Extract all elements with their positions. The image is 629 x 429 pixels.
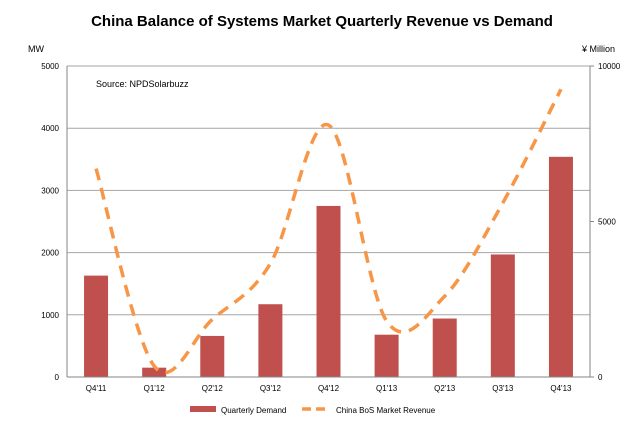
left-axis-label: MW xyxy=(28,44,44,54)
x-tick-label: Q2'13 xyxy=(434,384,456,393)
x-tick-label: Q1'13 xyxy=(376,384,398,393)
bar xyxy=(200,335,225,377)
x-tick-label: Q4'11 xyxy=(86,384,107,393)
left-tick-label: 0 xyxy=(55,373,60,382)
right-tick-label: 5000 xyxy=(598,218,616,227)
x-tick-label: Q4'13 xyxy=(550,384,572,393)
x-tick-label: Q4'12 xyxy=(318,384,340,393)
legend-label-line: China BoS Market Revenue xyxy=(336,406,436,415)
bar xyxy=(258,304,283,377)
x-tick-label: Q2'12 xyxy=(202,384,224,393)
left-tick-label: 5000 xyxy=(41,62,59,71)
x-tick-label: Q1'12 xyxy=(144,384,166,393)
left-tick-label: 1000 xyxy=(41,311,59,320)
x-tick-label: Q3'13 xyxy=(492,384,514,393)
legend-swatch-bar xyxy=(190,406,216,412)
bar xyxy=(84,275,109,377)
bar xyxy=(142,367,167,377)
right-axis-label: ¥ Million xyxy=(581,44,615,54)
chart-title: China Balance of Systems Market Quarterl… xyxy=(91,13,553,30)
x-tick-label: Q3'12 xyxy=(260,384,282,393)
left-tick-label: 2000 xyxy=(41,249,59,258)
right-tick-label: 0 xyxy=(598,373,603,382)
bar xyxy=(548,156,573,377)
legend: Quarterly Demand China BoS Market Revenu… xyxy=(190,406,436,415)
left-tick-label: 3000 xyxy=(41,186,59,195)
revenue-line xyxy=(94,88,563,375)
right-tick-label: 10000 xyxy=(598,62,621,71)
bar xyxy=(316,205,341,377)
left-tick-label: 4000 xyxy=(41,124,59,133)
bar xyxy=(432,318,457,377)
source-annotation: Source: NPDSolarbuzz xyxy=(96,79,189,89)
bar xyxy=(490,254,515,377)
bar xyxy=(374,334,399,377)
legend-label-bar: Quarterly Demand xyxy=(221,406,286,415)
